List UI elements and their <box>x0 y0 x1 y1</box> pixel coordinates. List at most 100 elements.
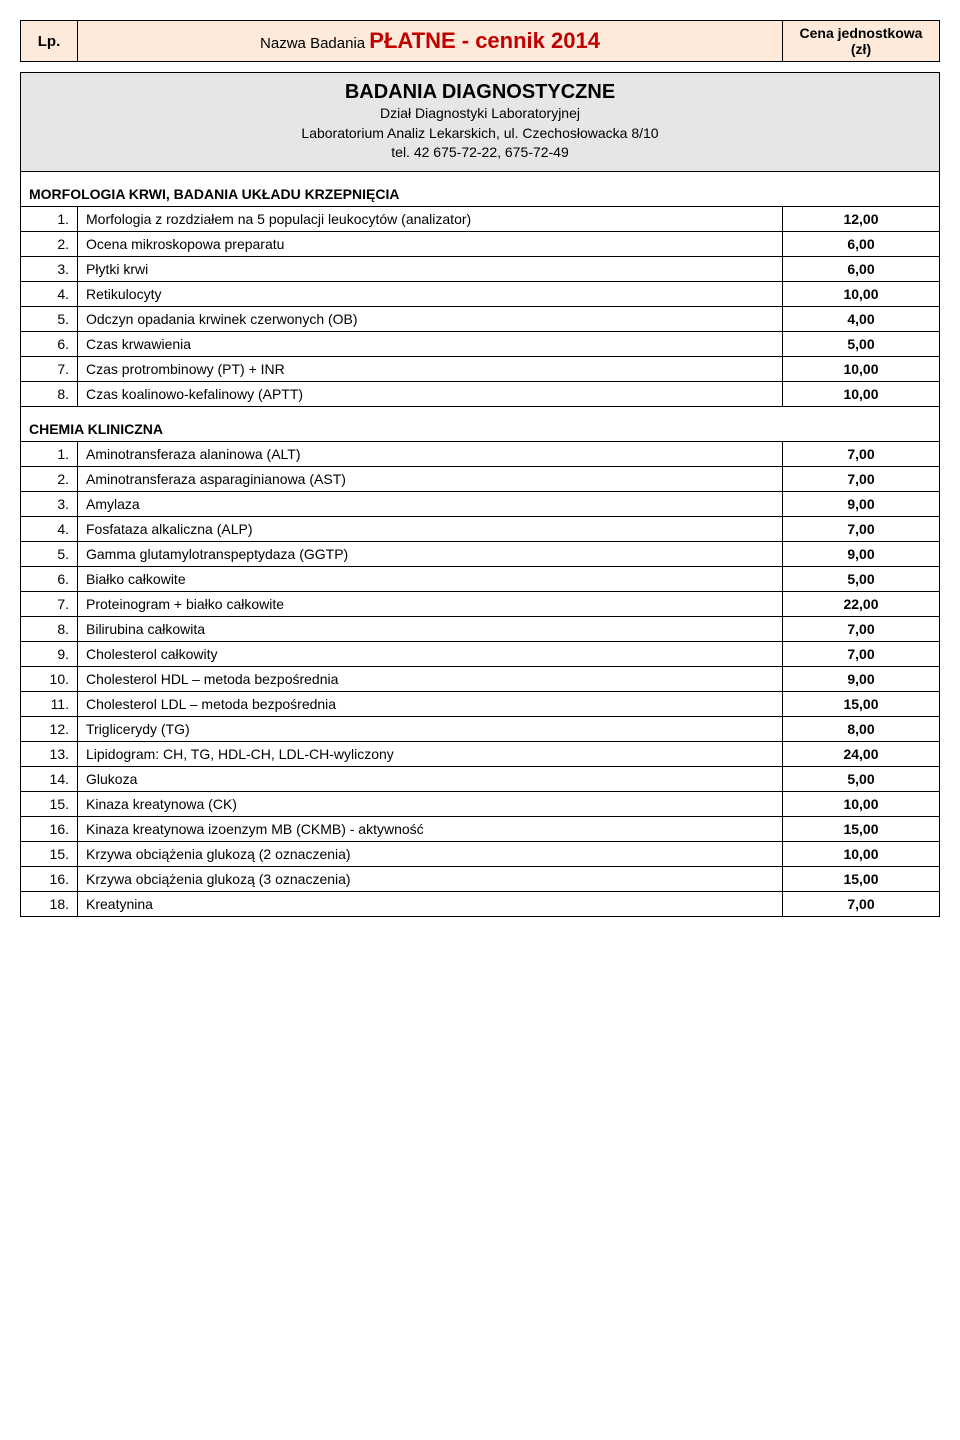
table-row: 6.Czas krwawienia5,00 <box>21 331 940 356</box>
row-name: Płytki krwi <box>78 256 783 281</box>
row-price: 4,00 <box>783 306 940 331</box>
table-row: 14.Glukoza5,00 <box>21 766 940 791</box>
row-name: Cholesterol całkowity <box>78 641 783 666</box>
table-row: 1.Aminotransferaza alaninowa (ALT)7,00 <box>21 441 940 466</box>
row-number: 14. <box>21 766 78 791</box>
table-row: 16.Kinaza kreatynowa izoenzym MB (CKMB) … <box>21 816 940 841</box>
table-row: 13.Lipidogram: CH, TG, HDL-CH, LDL-CH-wy… <box>21 741 940 766</box>
row-name: Amylaza <box>78 491 783 516</box>
row-number: 16. <box>21 866 78 891</box>
row-name: Czas protrombinowy (PT) + INR <box>78 356 783 381</box>
row-number: 12. <box>21 716 78 741</box>
row-price: 10,00 <box>783 281 940 306</box>
diag-line3: tel. 42 675-72-22, 675-72-49 <box>29 143 931 163</box>
table-row: 8.Czas koalinowo-kefalinowy (APTT)10,00 <box>21 381 940 406</box>
row-price: 9,00 <box>783 491 940 516</box>
row-number: 15. <box>21 841 78 866</box>
row-name: Aminotransferaza asparaginianowa (AST) <box>78 466 783 491</box>
row-price: 6,00 <box>783 231 940 256</box>
row-price: 5,00 <box>783 566 940 591</box>
row-name: Cholesterol HDL – metoda bezpośrednia <box>78 666 783 691</box>
row-name: Glukoza <box>78 766 783 791</box>
row-price: 10,00 <box>783 841 940 866</box>
row-price: 9,00 <box>783 541 940 566</box>
row-name: Czas krwawienia <box>78 331 783 356</box>
table-row: 4.Retikulocyty10,00 <box>21 281 940 306</box>
row-price: 8,00 <box>783 716 940 741</box>
row-number: 9. <box>21 641 78 666</box>
row-price: 24,00 <box>783 741 940 766</box>
row-name: Krzywa obciążenia glukozą (3 oznaczenia) <box>78 866 783 891</box>
lp-header: Lp. <box>21 21 78 62</box>
row-price: 15,00 <box>783 816 940 841</box>
row-name: Kreatynina <box>78 891 783 916</box>
row-number: 2. <box>21 466 78 491</box>
row-number: 1. <box>21 441 78 466</box>
table-row: 5.Gamma glutamylotranspeptydaza (GGTP)9,… <box>21 541 940 566</box>
row-number: 18. <box>21 891 78 916</box>
price-header-line1: Cena jednostkowa <box>791 25 931 41</box>
table-row: 15.Kinaza kreatynowa (CK)10,00 <box>21 791 940 816</box>
row-price: 5,00 <box>783 766 940 791</box>
row-number: 4. <box>21 516 78 541</box>
title-header: Nazwa Badania PŁATNE - cennik 2014 <box>78 21 783 62</box>
row-name: Krzywa obciążenia glukozą (2 oznaczenia) <box>78 841 783 866</box>
row-number: 1. <box>21 206 78 231</box>
table-row: 7.Proteinogram + białko całkowite22,00 <box>21 591 940 616</box>
table-row: 9.Cholesterol całkowity7,00 <box>21 641 940 666</box>
row-price: 9,00 <box>783 666 940 691</box>
row-name: Białko całkowite <box>78 566 783 591</box>
row-number: 8. <box>21 381 78 406</box>
row-number: 13. <box>21 741 78 766</box>
row-price: 7,00 <box>783 441 940 466</box>
row-price: 7,00 <box>783 641 940 666</box>
row-price: 7,00 <box>783 466 940 491</box>
row-number: 15. <box>21 791 78 816</box>
diag-line1: Dział Diagnostyki Laboratoryjnej <box>29 104 931 124</box>
table-row: 2.Ocena mikroskopowa preparatu6,00 <box>21 231 940 256</box>
row-name: Retikulocyty <box>78 281 783 306</box>
table-row: 10.Cholesterol HDL – metoda bezpośrednia… <box>21 666 940 691</box>
row-name: Triglicerydy (TG) <box>78 716 783 741</box>
table-row: 2.Aminotransferaza asparaginianowa (AST)… <box>21 466 940 491</box>
table-row: 3.Amylaza9,00 <box>21 491 940 516</box>
row-price: 10,00 <box>783 381 940 406</box>
row-number: 7. <box>21 356 78 381</box>
section-heading: CHEMIA KLINICZNA <box>21 406 940 441</box>
table-row: 8.Bilirubina całkowita7,00 <box>21 616 940 641</box>
price-header: Cena jednostkowa (zł) <box>783 21 940 62</box>
main-table: BADANIA DIAGNOSTYCZNE Dział Diagnostyki … <box>20 72 940 917</box>
header-table: Lp. Nazwa Badania PŁATNE - cennik 2014 C… <box>20 20 940 62</box>
table-row: 12.Triglicerydy (TG)8,00 <box>21 716 940 741</box>
row-name: Czas koalinowo-kefalinowy (APTT) <box>78 381 783 406</box>
table-row: 1.Morfologia z rozdziałem na 5 populacji… <box>21 206 940 231</box>
row-number: 6. <box>21 331 78 356</box>
row-number: 10. <box>21 666 78 691</box>
row-name: Lipidogram: CH, TG, HDL-CH, LDL-CH-wylic… <box>78 741 783 766</box>
table-row: 4.Fosfataza alkaliczna (ALP)7,00 <box>21 516 940 541</box>
table-row: 3.Płytki krwi6,00 <box>21 256 940 281</box>
price-header-line2: (zł) <box>791 41 931 57</box>
row-number: 4. <box>21 281 78 306</box>
row-number: 5. <box>21 541 78 566</box>
row-number: 3. <box>21 491 78 516</box>
row-name: Aminotransferaza alaninowa (ALT) <box>78 441 783 466</box>
row-name: Bilirubina całkowita <box>78 616 783 641</box>
table-row: 18.Kreatynina7,00 <box>21 891 940 916</box>
row-name: Fosfataza alkaliczna (ALP) <box>78 516 783 541</box>
row-price: 22,00 <box>783 591 940 616</box>
row-price: 15,00 <box>783 866 940 891</box>
row-number: 7. <box>21 591 78 616</box>
row-number: 5. <box>21 306 78 331</box>
row-price: 5,00 <box>783 331 940 356</box>
table-row: 16.Krzywa obciążenia glukozą (3 oznaczen… <box>21 866 940 891</box>
table-row: 6.Białko całkowite5,00 <box>21 566 940 591</box>
title-main: PŁATNE - cennik 2014 <box>369 28 600 53</box>
row-number: 11. <box>21 691 78 716</box>
row-number: 16. <box>21 816 78 841</box>
row-price: 7,00 <box>783 516 940 541</box>
row-price: 7,00 <box>783 891 940 916</box>
table-row: 11.Cholesterol LDL – metoda bezpośrednia… <box>21 691 940 716</box>
row-price: 15,00 <box>783 691 940 716</box>
diag-line2: Laboratorium Analiz Lekarskich, ul. Czec… <box>29 124 931 144</box>
